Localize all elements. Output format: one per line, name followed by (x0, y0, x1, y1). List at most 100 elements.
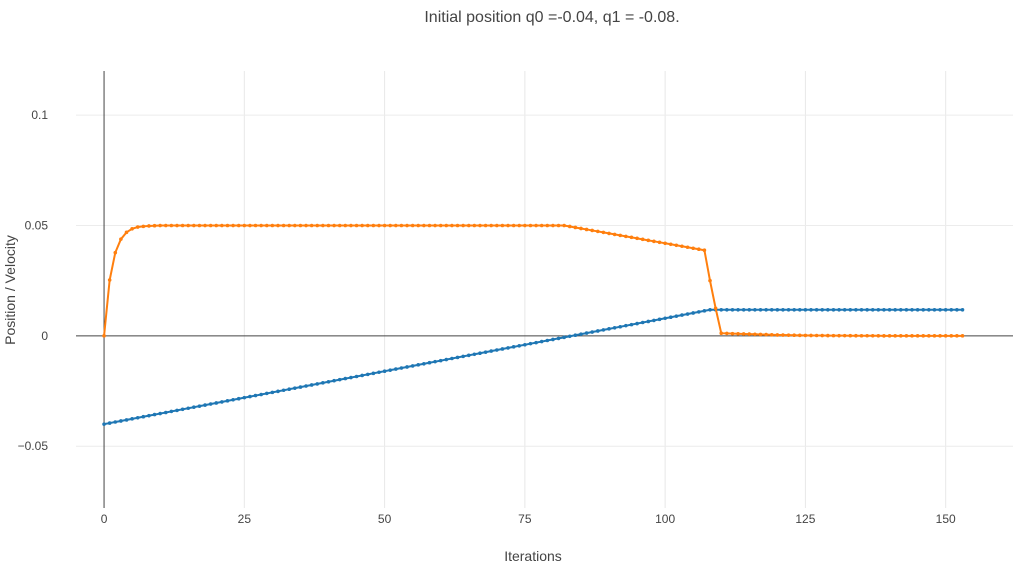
data-point (652, 318, 656, 323)
data-point (517, 223, 522, 228)
data-point (377, 223, 381, 228)
data-point (725, 331, 729, 336)
data-point (579, 332, 583, 336)
data-point (360, 373, 364, 378)
data-point (438, 358, 443, 363)
data-point (607, 327, 611, 331)
data-point (938, 308, 942, 312)
data-point (837, 308, 841, 312)
series-velocity (102, 223, 965, 338)
data-point (349, 223, 353, 228)
data-point (332, 378, 336, 383)
data-point (882, 334, 886, 338)
data-point (141, 414, 146, 419)
data-point (702, 248, 707, 253)
data-point (539, 339, 544, 344)
data-point (624, 234, 628, 239)
data-point (343, 223, 348, 228)
data-point (175, 223, 179, 228)
axes (76, 71, 1013, 508)
data-point (534, 340, 538, 345)
data-point (955, 308, 959, 312)
data-point (769, 308, 774, 312)
data-point (124, 418, 129, 422)
series-line (103, 224, 963, 337)
data-point (495, 223, 499, 228)
data-point (298, 385, 303, 389)
data-point (472, 352, 477, 357)
data-point (865, 308, 869, 312)
data-point (719, 308, 724, 312)
data-point (848, 308, 853, 312)
data-point (775, 333, 780, 337)
data-point (640, 320, 645, 325)
data-point (797, 308, 802, 312)
data-point (483, 350, 488, 354)
data-point (708, 278, 712, 283)
data-point (259, 392, 263, 397)
data-point (253, 223, 258, 228)
data-point (365, 223, 370, 228)
data-point (652, 239, 656, 244)
data-point (921, 308, 926, 312)
data-point (657, 240, 662, 245)
data-point (820, 308, 825, 312)
data-point (354, 374, 359, 379)
data-point (635, 321, 639, 326)
data-point (433, 223, 437, 228)
data-point (960, 334, 965, 338)
data-point (584, 227, 589, 232)
data-point (814, 333, 819, 338)
data-point (826, 333, 830, 338)
data-point (910, 308, 914, 312)
data-point (831, 333, 836, 338)
data-point (500, 223, 505, 228)
data-point (511, 345, 516, 349)
data-point (321, 223, 325, 228)
data-point (596, 329, 600, 333)
data-point (584, 331, 589, 335)
data-point (371, 223, 376, 228)
data-point (921, 334, 926, 338)
data-point (539, 223, 544, 228)
data-point (102, 422, 106, 426)
data-point (337, 377, 342, 382)
data-point (371, 371, 376, 376)
data-point (736, 308, 740, 312)
data-point (876, 308, 881, 312)
data-point (882, 308, 886, 312)
data-point (163, 223, 168, 228)
data-point (691, 311, 695, 315)
data-point (517, 344, 522, 348)
data-point (511, 223, 516, 228)
data-point (887, 308, 892, 312)
data-point (135, 225, 140, 229)
data-point (618, 233, 623, 238)
y-tick-label: −0.05 (18, 439, 49, 453)
data-point (287, 223, 292, 228)
data-point (113, 250, 118, 255)
data-point (820, 333, 825, 338)
data-point (180, 407, 185, 412)
data-point (433, 359, 437, 364)
data-point (276, 389, 280, 394)
data-point (304, 384, 308, 388)
data-point (904, 308, 909, 312)
data-point (797, 333, 802, 338)
data-point (567, 334, 572, 339)
data-point (826, 308, 830, 312)
data-point (943, 334, 948, 338)
data-point (354, 223, 359, 228)
x-tick-label: 25 (238, 512, 252, 526)
data-point (601, 230, 606, 235)
data-point (601, 328, 606, 332)
data-point (859, 308, 864, 312)
data-point (596, 229, 600, 234)
data-point (842, 333, 847, 338)
data-point (225, 223, 230, 228)
data-point (635, 236, 639, 241)
data-point (416, 223, 421, 228)
data-point (455, 355, 460, 360)
data-point (556, 223, 561, 228)
